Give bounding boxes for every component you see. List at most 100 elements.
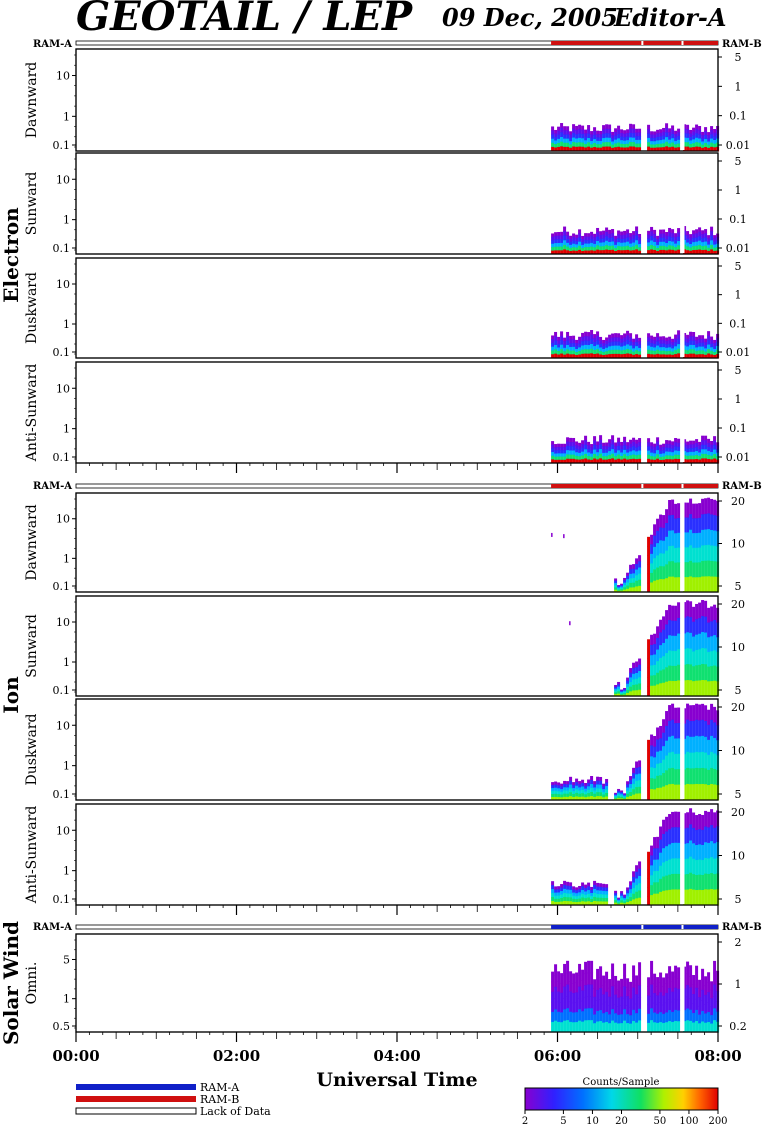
spec-cell bbox=[671, 620, 675, 637]
spec-cell bbox=[623, 436, 627, 442]
spec-cell bbox=[632, 137, 636, 143]
spec-cell bbox=[617, 246, 621, 251]
spec-cell bbox=[698, 146, 702, 152]
spec-cell bbox=[623, 140, 627, 145]
spec-cell bbox=[623, 1009, 627, 1022]
spec-cell bbox=[689, 240, 693, 245]
spec-cell bbox=[623, 449, 627, 455]
spec-cell bbox=[629, 682, 633, 688]
spec-gap bbox=[681, 805, 685, 904]
spec-cell bbox=[557, 235, 561, 240]
spec-cell bbox=[596, 340, 600, 346]
spec-cell bbox=[662, 131, 666, 137]
spec-cell bbox=[692, 984, 696, 995]
spec-cell bbox=[566, 787, 570, 792]
spec-cell bbox=[596, 901, 600, 906]
spec-cell bbox=[626, 572, 630, 577]
spec-cell bbox=[659, 129, 663, 134]
spec-cell bbox=[581, 353, 585, 359]
spec-cell bbox=[629, 345, 633, 351]
spec-cell bbox=[584, 331, 588, 337]
spec-cell bbox=[593, 135, 597, 140]
spec-cell bbox=[701, 498, 705, 515]
spec-cell bbox=[626, 344, 630, 350]
spec-cell bbox=[668, 135, 672, 141]
spec-cell bbox=[692, 621, 696, 638]
legend-label-ram-a: RAM-A bbox=[200, 1081, 240, 1094]
spec-cell bbox=[647, 667, 651, 678]
spec-cell bbox=[611, 138, 615, 142]
spec-cell bbox=[569, 241, 573, 246]
spec-cell bbox=[659, 725, 663, 739]
spec-cell bbox=[632, 767, 636, 774]
spec-cell bbox=[608, 133, 612, 139]
spec-cell bbox=[713, 680, 717, 697]
spec-cell bbox=[572, 437, 576, 443]
spec-cell bbox=[575, 1022, 579, 1033]
spec-cell bbox=[662, 629, 666, 644]
spec-cell bbox=[665, 785, 669, 801]
spec-cell bbox=[578, 146, 582, 152]
spec-cell bbox=[704, 449, 708, 455]
spec-cell bbox=[590, 339, 594, 345]
spec-cell bbox=[587, 972, 591, 986]
spec-cell bbox=[707, 739, 711, 756]
spec-cell bbox=[692, 975, 696, 986]
spec-cell bbox=[617, 1014, 621, 1024]
spec-cell bbox=[566, 972, 570, 986]
spec-cell bbox=[650, 582, 654, 593]
spec-cell bbox=[683, 547, 687, 563]
spec-cell bbox=[713, 454, 717, 460]
spec-cell bbox=[698, 768, 702, 785]
spec-cell bbox=[653, 245, 657, 251]
spec-cell bbox=[596, 441, 600, 446]
spec-cell bbox=[671, 499, 675, 516]
spec-cell bbox=[620, 790, 624, 793]
spec-cell bbox=[668, 499, 672, 516]
spec-cell bbox=[599, 250, 603, 255]
spec-cell bbox=[596, 134, 600, 138]
spec-cell bbox=[698, 236, 702, 242]
spec-cell bbox=[713, 619, 717, 636]
spec-cell bbox=[599, 238, 603, 244]
spec-cell bbox=[665, 132, 669, 138]
spec-cell bbox=[581, 341, 585, 346]
spec-cell bbox=[677, 450, 681, 456]
spec-cell bbox=[668, 515, 672, 532]
spec-cell bbox=[710, 873, 714, 890]
spec-cell bbox=[608, 245, 612, 251]
spec-cell bbox=[572, 142, 576, 148]
spec-cell bbox=[662, 354, 666, 359]
spec-cell bbox=[653, 229, 657, 235]
spec-cell bbox=[707, 1022, 711, 1033]
spec-cell bbox=[656, 147, 660, 152]
ram-bar-fill bbox=[551, 41, 718, 45]
spec-cell bbox=[581, 893, 585, 898]
spec-cell bbox=[551, 893, 555, 898]
spec-cell bbox=[656, 341, 660, 347]
spec-cell bbox=[701, 767, 705, 785]
spec-cell bbox=[560, 446, 564, 451]
spec-cell bbox=[614, 895, 618, 899]
spec-cell bbox=[635, 139, 639, 145]
spec-cell bbox=[572, 898, 576, 903]
spec-cell bbox=[590, 776, 594, 781]
spec-cell bbox=[713, 812, 717, 829]
spec-cell bbox=[557, 126, 561, 132]
right-tick-label: 5 bbox=[735, 364, 742, 377]
spec-cell bbox=[620, 692, 624, 695]
spec-cell bbox=[701, 1021, 705, 1033]
spec-cell bbox=[620, 143, 624, 148]
spec-cell bbox=[674, 533, 678, 549]
spec-cell bbox=[575, 1002, 579, 1013]
spec-cell bbox=[704, 680, 708, 697]
spec-cell bbox=[662, 566, 666, 580]
spec-cell bbox=[650, 346, 654, 352]
spec-cell bbox=[605, 340, 609, 345]
spec-cell bbox=[572, 992, 576, 1004]
spec-cell bbox=[608, 1005, 612, 1015]
spec-cell bbox=[704, 147, 708, 152]
spec-cell bbox=[677, 602, 681, 619]
spec-cell bbox=[635, 1013, 639, 1024]
